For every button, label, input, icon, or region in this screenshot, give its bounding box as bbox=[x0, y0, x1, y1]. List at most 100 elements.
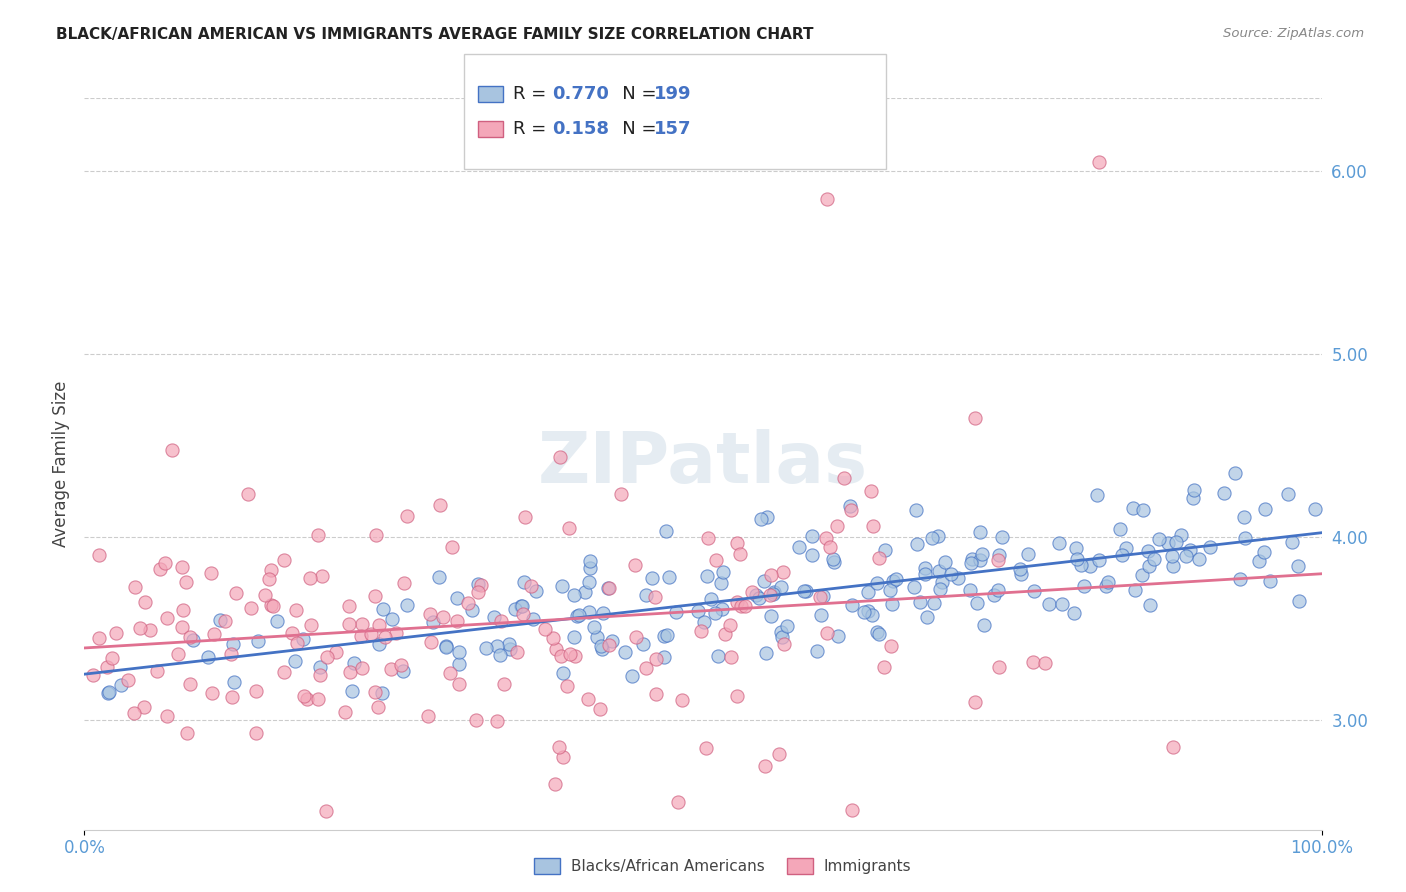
Point bbox=[959, 556, 981, 570]
Point bbox=[543, 777, 565, 791]
Point bbox=[884, 572, 907, 586]
Point bbox=[1161, 549, 1184, 563]
Point bbox=[1286, 558, 1309, 573]
Point bbox=[98, 684, 121, 698]
Point bbox=[371, 601, 394, 615]
Point bbox=[700, 592, 723, 607]
Point bbox=[763, 584, 786, 599]
Point bbox=[548, 740, 571, 755]
Point bbox=[541, 632, 564, 646]
Point bbox=[576, 692, 599, 706]
Point bbox=[558, 648, 581, 662]
Point bbox=[710, 601, 733, 615]
Point bbox=[564, 648, 586, 663]
Point bbox=[689, 624, 711, 638]
Point bbox=[928, 564, 950, 578]
Point bbox=[201, 686, 224, 700]
Y-axis label: Average Family Size: Average Family Size bbox=[52, 381, 70, 547]
Point bbox=[486, 639, 509, 653]
Point bbox=[987, 552, 1010, 566]
Point bbox=[281, 625, 304, 640]
Point bbox=[815, 192, 838, 206]
Point bbox=[416, 708, 439, 723]
Point bbox=[762, 587, 785, 601]
Point bbox=[1233, 510, 1256, 524]
Text: 0.158: 0.158 bbox=[553, 120, 610, 138]
Point bbox=[1156, 535, 1178, 549]
Point bbox=[578, 605, 600, 619]
Point bbox=[768, 747, 790, 761]
Point bbox=[364, 590, 387, 604]
Point bbox=[706, 648, 728, 663]
Point bbox=[1288, 594, 1310, 608]
Point bbox=[987, 659, 1010, 673]
Point bbox=[360, 627, 382, 641]
Point bbox=[179, 630, 201, 644]
Point bbox=[222, 637, 245, 651]
Point bbox=[139, 624, 162, 638]
Point bbox=[1258, 574, 1281, 588]
Point bbox=[149, 562, 172, 576]
Point bbox=[1253, 545, 1275, 559]
Point bbox=[749, 512, 772, 526]
Point bbox=[246, 633, 269, 648]
Point bbox=[1174, 549, 1197, 563]
Point bbox=[905, 503, 928, 517]
Point bbox=[1115, 541, 1137, 555]
Point bbox=[396, 599, 419, 613]
Point bbox=[364, 527, 387, 541]
Point bbox=[1017, 547, 1039, 561]
Point bbox=[449, 677, 471, 691]
Point bbox=[170, 619, 193, 633]
Point bbox=[266, 615, 288, 629]
Point bbox=[907, 537, 929, 551]
Point bbox=[987, 582, 1010, 597]
Point bbox=[1047, 536, 1070, 550]
Point bbox=[730, 599, 752, 613]
Point bbox=[550, 648, 572, 663]
Point bbox=[1164, 534, 1187, 549]
Point bbox=[181, 633, 204, 648]
Point bbox=[89, 548, 111, 562]
Point bbox=[963, 695, 986, 709]
Text: R =: R = bbox=[513, 85, 553, 103]
Point bbox=[859, 483, 882, 498]
Point bbox=[1097, 575, 1119, 590]
Point bbox=[1137, 559, 1160, 574]
Point bbox=[1033, 656, 1056, 670]
Point bbox=[789, 540, 811, 554]
Point bbox=[921, 531, 943, 545]
Point bbox=[825, 519, 848, 533]
Point bbox=[298, 571, 321, 585]
Point bbox=[122, 706, 145, 721]
Point bbox=[245, 726, 267, 740]
Point bbox=[470, 578, 492, 592]
Point bbox=[941, 567, 963, 582]
Point bbox=[339, 665, 361, 680]
Point bbox=[1024, 584, 1046, 599]
Point bbox=[565, 608, 588, 623]
Point bbox=[389, 657, 412, 672]
Point bbox=[686, 604, 709, 618]
Point bbox=[772, 565, 794, 579]
Point bbox=[465, 713, 488, 727]
Point bbox=[325, 645, 347, 659]
Point bbox=[730, 547, 752, 561]
Point bbox=[156, 709, 179, 723]
Point bbox=[1139, 598, 1161, 612]
Point bbox=[512, 607, 534, 621]
Point bbox=[342, 684, 364, 698]
Point bbox=[467, 577, 489, 591]
Point bbox=[222, 675, 245, 690]
Point bbox=[727, 595, 749, 609]
Point bbox=[337, 616, 360, 631]
Text: Immigrants: Immigrants bbox=[824, 859, 911, 873]
Point bbox=[596, 581, 619, 595]
Point bbox=[969, 553, 991, 567]
Point bbox=[1213, 486, 1236, 500]
Point bbox=[352, 661, 374, 675]
Point bbox=[292, 689, 315, 703]
Point bbox=[544, 642, 567, 657]
Point bbox=[352, 617, 374, 632]
Point bbox=[1170, 528, 1192, 542]
